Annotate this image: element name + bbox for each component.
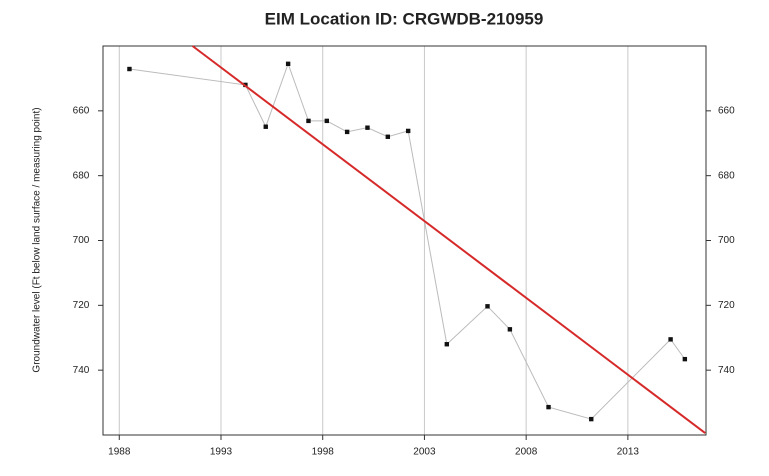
trend-line (191, 45, 706, 434)
data-point (444, 342, 450, 347)
series-line (129, 62, 686, 420)
data-point (324, 118, 329, 124)
data-point (306, 118, 311, 124)
data-point (668, 337, 673, 342)
chart-title: EIM Location ID: CRGWDB-210959 (265, 9, 544, 28)
x-tick-label: 1988 (108, 447, 131, 458)
y2-tick-label: 660 (718, 105, 735, 116)
x-tick-label: 1993 (210, 447, 233, 458)
y-tick-label: 660 (73, 105, 90, 116)
data-point (546, 404, 551, 410)
data-point (285, 61, 291, 67)
data-point (485, 304, 490, 309)
data-point (263, 124, 268, 129)
data-point (344, 129, 350, 135)
x-tick-label: 2013 (617, 447, 640, 458)
y2-tick-label: 700 (718, 235, 735, 246)
y-axis-label: Groundwater level (Ft below land surface… (32, 107, 43, 372)
y-tick-label: 700 (73, 235, 90, 246)
x-tick-label: 2003 (413, 447, 436, 458)
y-tick-label: 680 (73, 170, 90, 181)
data-point (405, 128, 411, 134)
y-tick-label: 740 (73, 365, 90, 376)
y-tick-label: 720 (73, 300, 90, 311)
y2-tick-label: 680 (718, 170, 735, 181)
data-point (507, 327, 513, 332)
data-point (589, 416, 594, 422)
data-point (385, 134, 391, 139)
y2-tick-label: 720 (718, 300, 735, 311)
y2-tick-label: 740 (718, 365, 735, 376)
plot-frame (102, 45, 707, 436)
x-tick-label: 1998 (312, 447, 335, 458)
data-point (682, 356, 688, 362)
data-point (127, 66, 132, 72)
x-tick-label: 2008 (515, 447, 538, 458)
data-point (365, 125, 370, 130)
